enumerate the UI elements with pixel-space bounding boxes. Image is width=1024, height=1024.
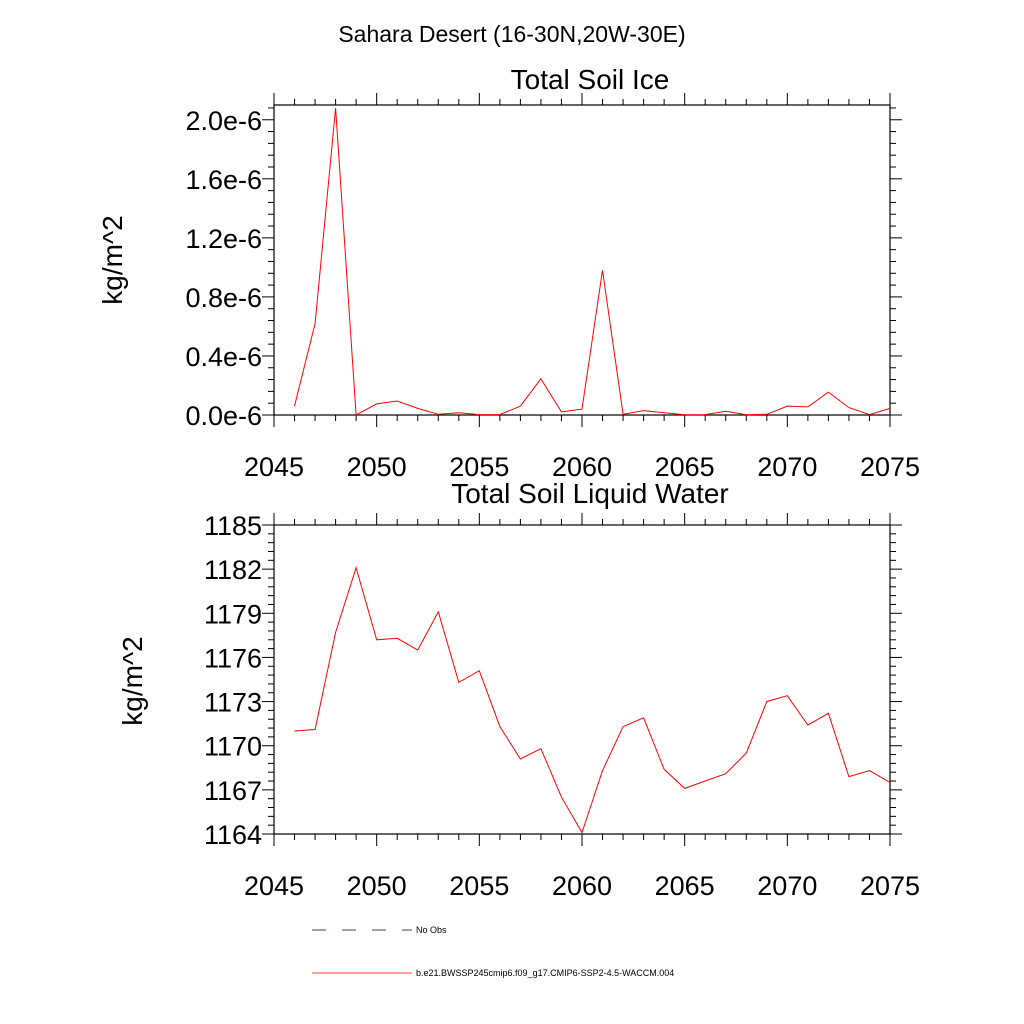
y-tick-label-soil-ice: 1.6e-6 (185, 165, 262, 195)
x-tick-label-soil-liquid-water: 2060 (552, 871, 612, 901)
figure-title: Sahara Desert (16-30N,20W-30E) (338, 21, 685, 47)
y-axis-title-soil-liquid-water: kg/m^2 (117, 636, 148, 725)
x-tick-label-soil-ice: 2050 (347, 452, 407, 482)
x-tick-label-soil-ice: 2045 (244, 452, 304, 482)
y-tick-label-soil-ice: 1.2e-6 (185, 224, 262, 254)
plot-frame-soil-liquid-water (273, 524, 891, 835)
plot-frame-soil-ice (273, 104, 891, 416)
x-tick-label-soil-liquid-water: 2065 (655, 871, 715, 901)
chart-soil-liquid-water: Total Soil Liquid Water kg/m^2 2045 2050 205… (117, 478, 920, 901)
x-tick-label-soil-ice: 2055 (449, 452, 509, 482)
y-tick-label-soil-liquid-water: 1170 (204, 732, 262, 762)
x-tick-label-soil-liquid-water: 2075 (860, 871, 920, 901)
x-tick-label-soil-ice: 2060 (552, 452, 612, 482)
y-tick-label-soil-liquid-water: 1176 (204, 643, 262, 673)
y-tick-label-soil-ice: 0.4e-6 (185, 342, 262, 372)
x-tick-label-soil-liquid-water: 2045 (244, 871, 304, 901)
chart-title-soil-liquid-water: Total Soil Liquid Water (451, 478, 729, 509)
y-tick-label-soil-liquid-water: 1167 (204, 776, 262, 806)
y-tick-label-soil-ice: 2.0e-6 (185, 106, 262, 136)
y-tick-label-soil-liquid-water: 1164 (204, 820, 262, 850)
series-line-soil-ice (294, 107, 891, 416)
chart-title-soil-ice: Total Soil Ice (511, 64, 670, 95)
y-tick-label-soil-liquid-water: 1173 (204, 688, 262, 718)
y-axis-title-soil-ice: kg/m^2 (97, 215, 128, 304)
x-tick-label-soil-liquid-water: 2070 (757, 871, 817, 901)
y-tick-label-soil-liquid-water: 1185 (204, 511, 262, 541)
x-tick-label-soil-liquid-water: 2050 (347, 871, 407, 901)
legend-label-no-obs: No Obs (416, 925, 447, 935)
chart-soil-ice: Total Soil Ice kg/m^2 2045 2050 2055 2060 2065… (97, 64, 920, 482)
legend-label-model-run: b.e21.BWSSP245cmip6.f09_g17.CMIP6-SSP2-4… (416, 968, 674, 978)
y-tick-label-soil-ice: 0.0e-6 (185, 401, 262, 431)
legend: No Obs b.e21.BWSSP245cmip6.f09_g17.CMIP6… (312, 925, 674, 978)
y-tick-label-soil-liquid-water: 1182 (204, 555, 262, 585)
x-tick-label-soil-ice: 2065 (655, 452, 715, 482)
y-tick-label-soil-liquid-water: 1179 (204, 599, 262, 629)
series-line-soil-liquid-water (294, 565, 891, 834)
x-tick-label-soil-liquid-water: 2055 (449, 871, 509, 901)
x-tick-label-soil-ice: 2070 (757, 452, 817, 482)
x-tick-label-soil-ice: 2075 (860, 452, 920, 482)
y-tick-label-soil-ice: 0.8e-6 (185, 283, 262, 313)
